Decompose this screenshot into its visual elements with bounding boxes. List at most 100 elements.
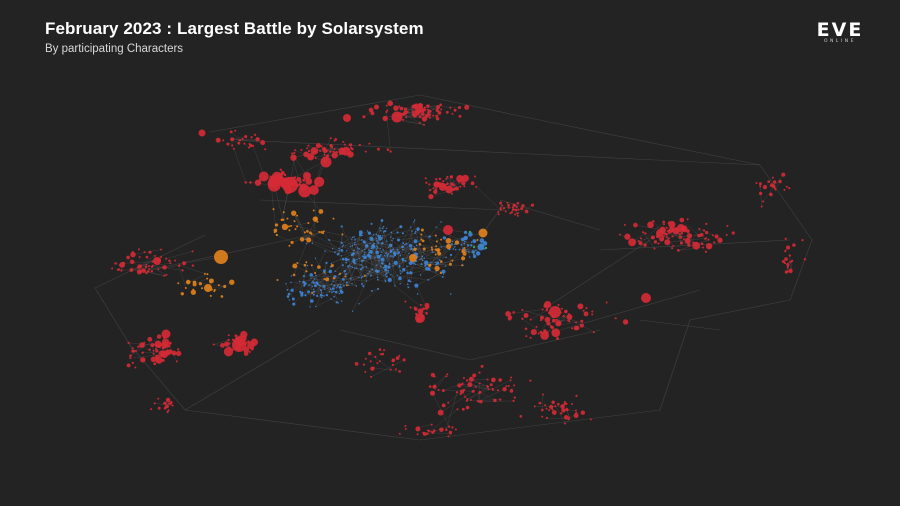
red-solar-system [711,234,714,237]
red-solar-system [198,129,206,137]
blue-solar-system [337,302,339,304]
blue-solar-system [401,257,405,261]
jump-link [348,268,356,286]
red-solar-system [784,270,789,274]
red-solar-system [769,183,774,188]
blue-solar-system [323,288,326,291]
red-solar-system [163,401,167,405]
blue-solar-system [388,243,393,248]
jump-link [360,232,377,242]
red-solar-system [548,409,551,412]
blue-solar-system [345,281,348,284]
blue-solar-system [440,221,442,223]
jump-link [312,219,316,244]
red-solar-system [672,245,675,247]
jump-link [366,276,378,282]
jump-link [373,367,400,372]
jump-link [152,265,183,271]
jump-link [421,257,447,260]
orange-solar-system [420,238,423,241]
blue-solar-system [385,275,388,278]
red-solar-system [464,104,470,110]
blue-solar-system [290,281,292,284]
blue-solar-system [358,230,363,235]
blue-solar-system [351,238,353,241]
blue-solar-system [331,247,334,250]
blue-solar-system [363,255,367,260]
blue-solar-system [354,241,356,244]
red-solar-system [409,306,412,309]
jump-link [436,226,469,246]
red-solar-system [298,184,311,198]
red-solar-system [182,261,187,266]
blue-solar-system [365,275,368,277]
red-solar-system [150,343,155,348]
red-solar-system [437,388,440,392]
red-solar-system [650,235,655,240]
red-solar-system [467,382,473,388]
orange-solar-system [451,259,454,262]
red-solar-system [343,114,351,122]
red-solar-system [459,389,465,394]
blue-solar-system [453,245,456,248]
jump-link [137,263,171,268]
jump-link [385,118,425,125]
jump-link [371,252,387,276]
blue-solar-system [385,273,388,275]
red-solar-system [671,235,674,238]
blue-solar-system [376,245,378,247]
red-solar-system [429,390,436,396]
red-solar-system [232,147,235,150]
blue-solar-system [336,287,338,289]
jump-link [325,279,330,292]
blue-solar-system [303,284,306,287]
blue-solar-system [387,265,391,269]
red-solar-system [171,350,177,356]
red-solar-system [544,316,551,323]
red-solar-system [443,225,453,235]
blue-solar-system [411,230,413,232]
blue-solar-system [392,237,394,240]
red-solar-system [398,105,401,108]
jump-link [387,255,396,286]
blue-solar-system [392,256,395,258]
red-solar-system [264,148,267,151]
red-solar-system [147,265,150,268]
red-solar-system [529,318,532,321]
jump-link [315,283,353,286]
red-solar-system [238,139,241,142]
red-solar-system [364,357,367,360]
blue-solar-system [398,276,402,281]
red-solar-system [437,409,444,416]
orange-solar-system [208,278,214,284]
red-solar-system [704,230,709,235]
red-solar-system [326,154,329,158]
jump-link [640,221,664,244]
blue-solar-system [428,235,431,238]
red-solar-system [479,400,483,404]
red-solar-system [303,172,311,180]
red-solar-system [699,233,704,237]
red-solar-system [705,237,708,240]
blue-solar-system [356,258,358,261]
red-solar-system [551,328,561,338]
jump-link [123,261,153,264]
blue-solar-system [361,255,364,257]
jump-link [132,249,162,255]
red-solar-system [692,241,701,250]
red-solar-system [435,117,440,121]
jump-link [188,273,208,283]
red-solar-system [641,293,651,303]
red-solar-system [442,180,445,183]
red-solar-system [502,206,506,210]
orange-solar-system [478,228,488,238]
jump-link [389,263,411,281]
jump-link [790,261,792,270]
red-solar-system [391,358,396,362]
red-solar-system [231,144,234,147]
red-solar-system [781,259,785,264]
red-solar-system [550,326,554,330]
orange-solar-system [434,234,437,237]
blue-solar-system [425,266,430,271]
